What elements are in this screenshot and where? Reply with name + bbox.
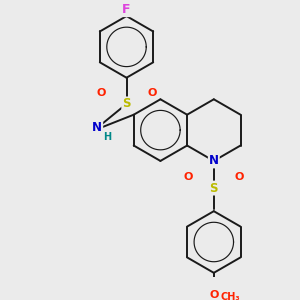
Text: O: O <box>147 88 157 98</box>
Text: O: O <box>184 172 193 182</box>
Text: N: N <box>209 154 219 167</box>
Text: S: S <box>210 182 218 195</box>
Text: F: F <box>122 3 131 16</box>
Text: N: N <box>92 121 102 134</box>
Text: O: O <box>97 88 106 98</box>
Text: S: S <box>122 98 131 110</box>
Text: O: O <box>209 290 218 300</box>
Text: H: H <box>103 132 111 142</box>
Text: O: O <box>234 172 244 182</box>
Text: CH₃: CH₃ <box>220 292 240 300</box>
